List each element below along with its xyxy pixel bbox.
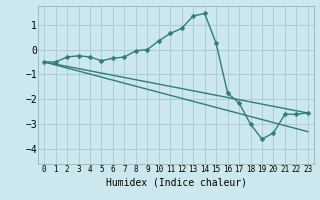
X-axis label: Humidex (Indice chaleur): Humidex (Indice chaleur) xyxy=(106,177,246,187)
